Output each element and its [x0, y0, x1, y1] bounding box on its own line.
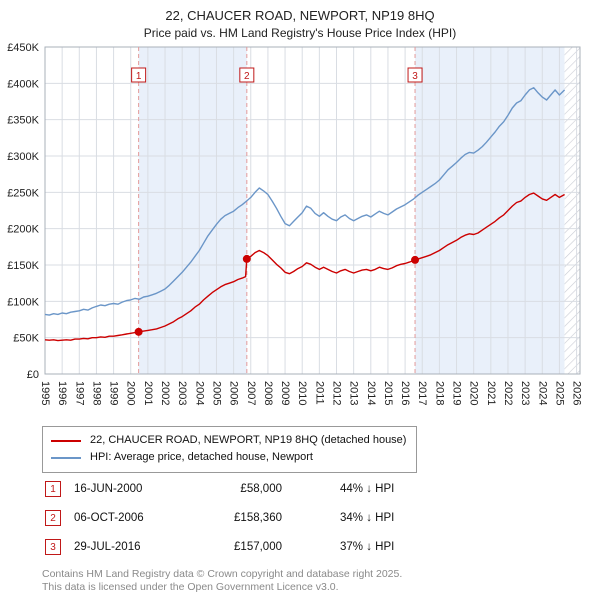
property-line-swatch [51, 439, 81, 442]
svg-text:2006: 2006 [228, 381, 240, 405]
svg-text:2008: 2008 [262, 381, 274, 405]
svg-text:£300K: £300K [7, 151, 39, 163]
svg-text:1995: 1995 [39, 381, 51, 405]
footer-line-2: This data is licensed under the Open Gov… [42, 581, 339, 593]
legend-item-hpi: HPI: Average price, detached house, Newp… [51, 449, 406, 466]
svg-text:2012: 2012 [331, 381, 343, 405]
svg-text:2021: 2021 [485, 381, 497, 405]
svg-text:£400K: £400K [7, 78, 39, 90]
sale-1-hpi-diff: 44% ↓ HPI [340, 483, 395, 495]
sale-3-hpi-diff: 37% ↓ HPI [340, 541, 395, 553]
svg-text:2016: 2016 [399, 381, 411, 405]
sale-1-number-badge: 1 [45, 481, 61, 497]
svg-text:2015: 2015 [382, 381, 394, 405]
sale-row-1: 1 16-JUN-2000 £58,000 44% ↓ HPI [45, 481, 600, 497]
property-series-label: 22, CHAUCER ROAD, NEWPORT, NP19 8HQ (det… [90, 434, 407, 446]
svg-text:2007: 2007 [245, 381, 257, 405]
svg-text:2019: 2019 [451, 381, 463, 405]
hpi-series-label: HPI: Average price, detached house, Newp… [90, 451, 313, 463]
sale-2-date: 06-OCT-2006 [74, 512, 144, 524]
price-history-chart: 1 2 3 £0 £50K £100K £150K £200K £250K £300K £350K £… [7, 42, 583, 405]
svg-text:1999: 1999 [108, 381, 120, 405]
svg-text:2000: 2000 [125, 381, 137, 405]
svg-text:2018: 2018 [433, 381, 445, 405]
svg-text:£250K: £250K [7, 187, 39, 199]
svg-text:£0: £0 [27, 369, 39, 381]
svg-text:2025: 2025 [553, 381, 565, 405]
svg-text:£200K: £200K [7, 224, 39, 236]
svg-text:2003: 2003 [176, 381, 188, 405]
sale-2-hpi-diff: 34% ↓ HPI [340, 512, 395, 524]
hpi-line-swatch [51, 456, 81, 459]
sale-3-price: £157,000 [234, 541, 282, 553]
svg-text:2023: 2023 [519, 381, 531, 405]
svg-text:£150K: £150K [7, 260, 39, 272]
svg-text:1997: 1997 [73, 381, 85, 405]
sale-row-2: 2 06-OCT-2006 £158,360 34% ↓ HPI [45, 510, 600, 526]
svg-text:2004: 2004 [193, 381, 205, 405]
svg-text:2022: 2022 [502, 381, 514, 405]
footer-line-1: Contains HM Land Registry data © Crown c… [42, 568, 403, 580]
sale-1-date: 16-JUN-2000 [74, 483, 143, 495]
svg-text:2: 2 [244, 71, 250, 82]
svg-text:£50K: £50K [13, 333, 39, 345]
svg-text:3: 3 [412, 71, 418, 82]
svg-text:2009: 2009 [279, 381, 291, 405]
svg-text:1: 1 [136, 71, 142, 82]
sales-table: 1 16-JUN-2000 £58,000 44% ↓ HPI 2 06-OCT… [0, 481, 600, 555]
svg-text:2005: 2005 [210, 381, 222, 405]
svg-text:2011: 2011 [313, 381, 325, 405]
svg-text:£100K: £100K [7, 296, 39, 308]
svg-text:2001: 2001 [142, 381, 154, 405]
svg-text:1998: 1998 [90, 381, 102, 405]
svg-text:2020: 2020 [468, 381, 480, 405]
sale-2-number-badge: 2 [45, 510, 61, 526]
svg-text:2017: 2017 [416, 381, 428, 405]
license-note: Contains HM Land Registry data © Crown c… [42, 568, 600, 594]
chart-legend: 22, CHAUCER ROAD, NEWPORT, NP19 8HQ (det… [42, 426, 418, 473]
svg-text:2014: 2014 [365, 381, 377, 405]
page-title: 22, CHAUCER ROAD, NEWPORT, NP19 8HQ [165, 8, 435, 23]
svg-text:2002: 2002 [159, 381, 171, 405]
svg-text:2024: 2024 [536, 381, 548, 405]
sale-row-3: 3 29-JUL-2016 £157,000 37% ↓ HPI [45, 539, 600, 555]
sale-2-price: £158,360 [234, 512, 282, 524]
legend-item-property: 22, CHAUCER ROAD, NEWPORT, NP19 8HQ (det… [51, 432, 406, 449]
page-subtitle: Price paid vs. HM Land Registry's House … [143, 26, 457, 40]
sale-3-number-badge: 3 [45, 539, 61, 555]
svg-text:1996: 1996 [56, 381, 68, 405]
sale-1-price: £58,000 [240, 483, 282, 495]
svg-text:2026: 2026 [571, 381, 583, 405]
sale-3-date: 29-JUL-2016 [74, 541, 141, 553]
svg-text:£450K: £450K [7, 42, 39, 54]
svg-text:£350K: £350K [7, 115, 39, 127]
svg-text:2013: 2013 [348, 381, 360, 405]
svg-text:2010: 2010 [296, 381, 308, 405]
